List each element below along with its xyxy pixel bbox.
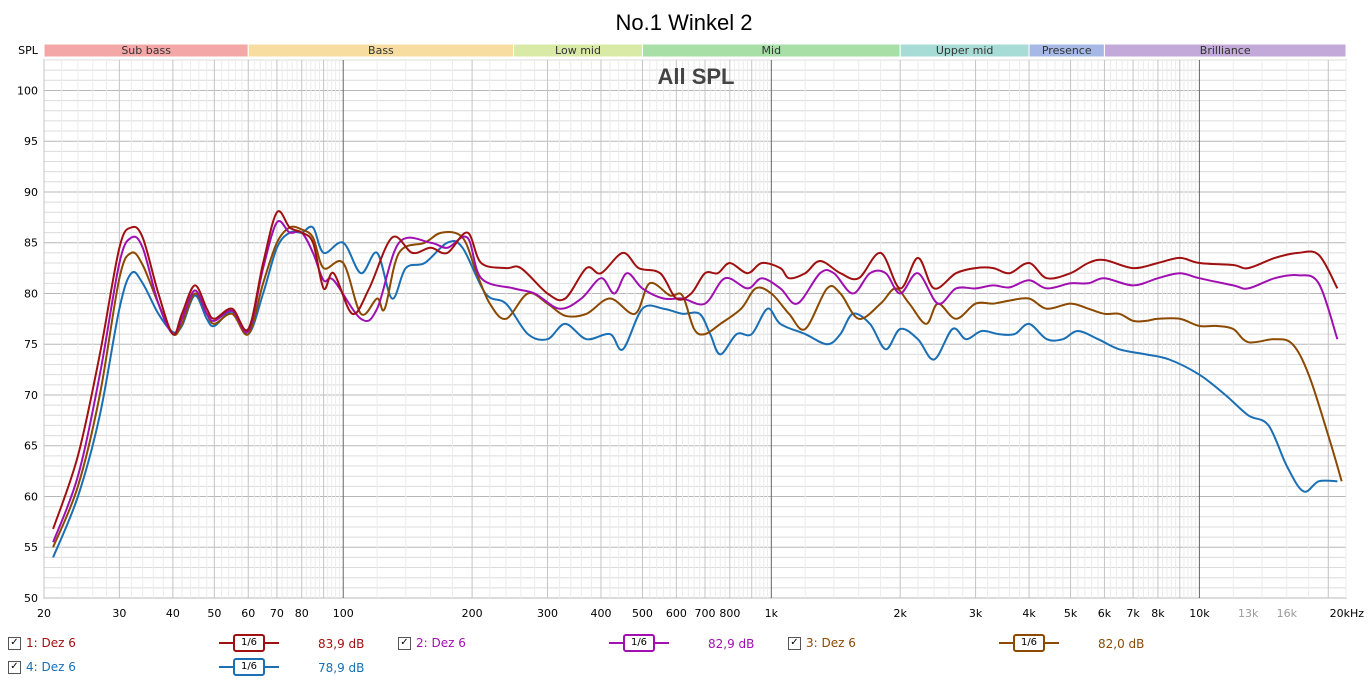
smoothing-label: 1/6 bbox=[623, 634, 655, 652]
smoothing-indicator[interactable]: 1/6 bbox=[999, 634, 1059, 652]
series-line-3-dez-6 bbox=[52, 225, 1343, 548]
legend-entry[interactable]: ✓ 3: Dez 6 bbox=[788, 636, 856, 650]
series-average-level: 83,9 dB bbox=[318, 637, 365, 651]
smoothing-label: 1/6 bbox=[233, 658, 265, 676]
y-tick-label: 75 bbox=[24, 338, 38, 351]
series-average-level: 78,9 dB bbox=[318, 661, 365, 675]
x-tick-label: 60 bbox=[241, 607, 255, 620]
y-tick-label: 90 bbox=[24, 186, 38, 199]
x-tick-label: 7k bbox=[1126, 607, 1140, 620]
band-label: Mid bbox=[762, 44, 782, 57]
x-tick-label: 16k bbox=[1277, 607, 1298, 620]
x-tick-label: 700 bbox=[695, 607, 716, 620]
legend-entry[interactable]: ✓ 2: Dez 6 bbox=[398, 636, 466, 650]
frequency-response-chart: No.1 Winkel 2 SPL Sub bass Bass Low mid Mid… bbox=[17, 10, 1364, 620]
band-label: Low mid bbox=[555, 44, 601, 57]
x-tick-label: 20kHz bbox=[1330, 607, 1365, 620]
x-tick-label: 100 bbox=[333, 607, 354, 620]
band-6 bbox=[1103, 43, 1347, 58]
x-tick-label: 30 bbox=[112, 607, 126, 620]
legend-line-swatch bbox=[265, 666, 279, 668]
band-label: Sub bass bbox=[121, 44, 171, 57]
legend-entry[interactable]: ✓ 4: Dez 6 bbox=[8, 660, 76, 674]
series-average-level: 82,9 dB bbox=[708, 637, 755, 651]
y-tick-label: 50 bbox=[24, 592, 38, 605]
x-tick-label: 1k bbox=[765, 607, 779, 620]
series-visibility-checkbox[interactable]: ✓ bbox=[398, 636, 411, 650]
x-tick-label: 500 bbox=[632, 607, 653, 620]
y-axis-label: SPL bbox=[18, 44, 39, 57]
y-tick-labels: 50 55 60 65 70 75 80 85 90 95 100 bbox=[17, 84, 38, 605]
y-tick-label: 65 bbox=[24, 440, 38, 453]
x-tick-label: 20 bbox=[37, 607, 51, 620]
legend-line-swatch bbox=[609, 642, 623, 644]
frequency-bands: Sub bass Bass Low mid Mid Upper mid Presence B… bbox=[43, 43, 1347, 58]
smoothing-indicator[interactable]: 1/6 bbox=[219, 634, 279, 652]
smoothing-label: 1/6 bbox=[233, 634, 265, 652]
legend-line-swatch bbox=[655, 642, 669, 644]
x-tick-label: 50 bbox=[207, 607, 221, 620]
band-label: Upper mid bbox=[936, 44, 994, 57]
legend-line-swatch bbox=[219, 666, 233, 668]
x-tick-label: 200 bbox=[462, 607, 483, 620]
chart-title: No.1 Winkel 2 bbox=[616, 10, 753, 35]
legend-series-name: 2: Dez 6 bbox=[416, 636, 466, 650]
x-tick-label: 6k bbox=[1098, 607, 1112, 620]
y-tick-label: 95 bbox=[24, 135, 38, 148]
series-visibility-checkbox[interactable]: ✓ bbox=[8, 636, 21, 650]
y-tick-label: 60 bbox=[24, 490, 38, 503]
band-label: Brilliance bbox=[1200, 44, 1251, 57]
band-label: Presence bbox=[1042, 44, 1092, 57]
x-tick-label: 13k bbox=[1238, 607, 1259, 620]
smoothing-label: 1/6 bbox=[1013, 634, 1045, 652]
series-average-level: 82,0 dB bbox=[1098, 637, 1145, 651]
band-label: Bass bbox=[368, 44, 394, 57]
legend-line-swatch bbox=[1045, 642, 1059, 644]
legend-series-name: 4: Dez 6 bbox=[26, 660, 76, 674]
y-tick-label: 55 bbox=[24, 541, 38, 554]
series-line-1-dez-6 bbox=[52, 210, 1339, 530]
legend: ✓ 1: Dez 6 1/6 83,9 dB ✓ 2: Dez 6 1/6 82,9 dB ✓ 3… bbox=[0, 630, 1369, 682]
legend-line-swatch bbox=[219, 642, 233, 644]
y-tick-label: 80 bbox=[24, 287, 38, 300]
legend-line-swatch bbox=[265, 642, 279, 644]
legend-series-name: 3: Dez 6 bbox=[806, 636, 856, 650]
x-tick-label: 4k bbox=[1022, 607, 1036, 620]
y-tick-label: 100 bbox=[17, 84, 38, 97]
x-tick-label: 2k bbox=[893, 607, 907, 620]
y-tick-label: 85 bbox=[24, 237, 38, 250]
x-tick-labels: 20 30 40 50 60 70 80 100 200 300 400 500 600 700 800 1k… bbox=[37, 607, 1364, 620]
y-tick-label: 70 bbox=[24, 389, 38, 402]
series-visibility-checkbox[interactable]: ✓ bbox=[8, 660, 21, 674]
smoothing-indicator[interactable]: 1/6 bbox=[609, 634, 669, 652]
legend-entry[interactable]: ✓ 1: Dez 6 bbox=[8, 636, 76, 650]
x-tick-label: 40 bbox=[166, 607, 180, 620]
x-tick-label: 10k bbox=[1189, 607, 1210, 620]
series-visibility-checkbox[interactable]: ✓ bbox=[788, 636, 801, 650]
x-tick-label: 5k bbox=[1064, 607, 1078, 620]
x-tick-label: 800 bbox=[719, 607, 740, 620]
x-tick-label: 600 bbox=[666, 607, 687, 620]
x-tick-label: 70 bbox=[270, 607, 284, 620]
x-tick-label: 3k bbox=[969, 607, 983, 620]
chart-subtitle: All SPL bbox=[657, 64, 734, 89]
legend-line-swatch bbox=[999, 642, 1013, 644]
series-lines bbox=[52, 210, 1343, 558]
x-tick-label: 400 bbox=[590, 607, 611, 620]
series-line-2-dez-6 bbox=[52, 220, 1339, 543]
smoothing-indicator[interactable]: 1/6 bbox=[219, 658, 279, 676]
x-tick-label: 8k bbox=[1151, 607, 1165, 620]
grid bbox=[43, 59, 1347, 599]
legend-series-name: 1: Dez 6 bbox=[26, 636, 76, 650]
x-tick-label: 80 bbox=[295, 607, 309, 620]
x-tick-label: 300 bbox=[537, 607, 558, 620]
